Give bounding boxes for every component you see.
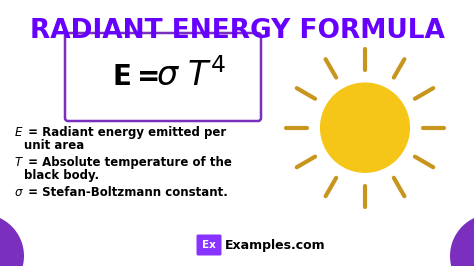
Text: Ex: Ex [202, 240, 216, 250]
Text: $\it{E}$: $\it{E}$ [14, 126, 23, 139]
FancyBboxPatch shape [65, 33, 261, 121]
Text: $\it{T}$: $\it{T}$ [14, 156, 24, 169]
Text: $\sigma$: $\sigma$ [14, 186, 24, 199]
Text: Examples.com: Examples.com [225, 239, 326, 251]
Text: black body.: black body. [24, 169, 99, 182]
Text: $\it{\sigma}\ \it{T}^{4}$: $\it{\sigma}\ \it{T}^{4}$ [156, 59, 227, 93]
Text: unit area: unit area [24, 139, 84, 152]
FancyBboxPatch shape [197, 235, 221, 256]
Text: = Absolute temperature of the: = Absolute temperature of the [24, 156, 232, 169]
Text: $\mathbf{E{=}}$: $\mathbf{E{=}}$ [112, 63, 159, 91]
Circle shape [450, 214, 474, 266]
Text: = Radiant energy emitted per: = Radiant energy emitted per [24, 126, 226, 139]
Text: RADIANT ENERGY FORMULA: RADIANT ENERGY FORMULA [29, 18, 445, 44]
Circle shape [0, 214, 24, 266]
Text: = Stefan-Boltzmann constant.: = Stefan-Boltzmann constant. [24, 186, 228, 199]
Ellipse shape [320, 82, 410, 173]
